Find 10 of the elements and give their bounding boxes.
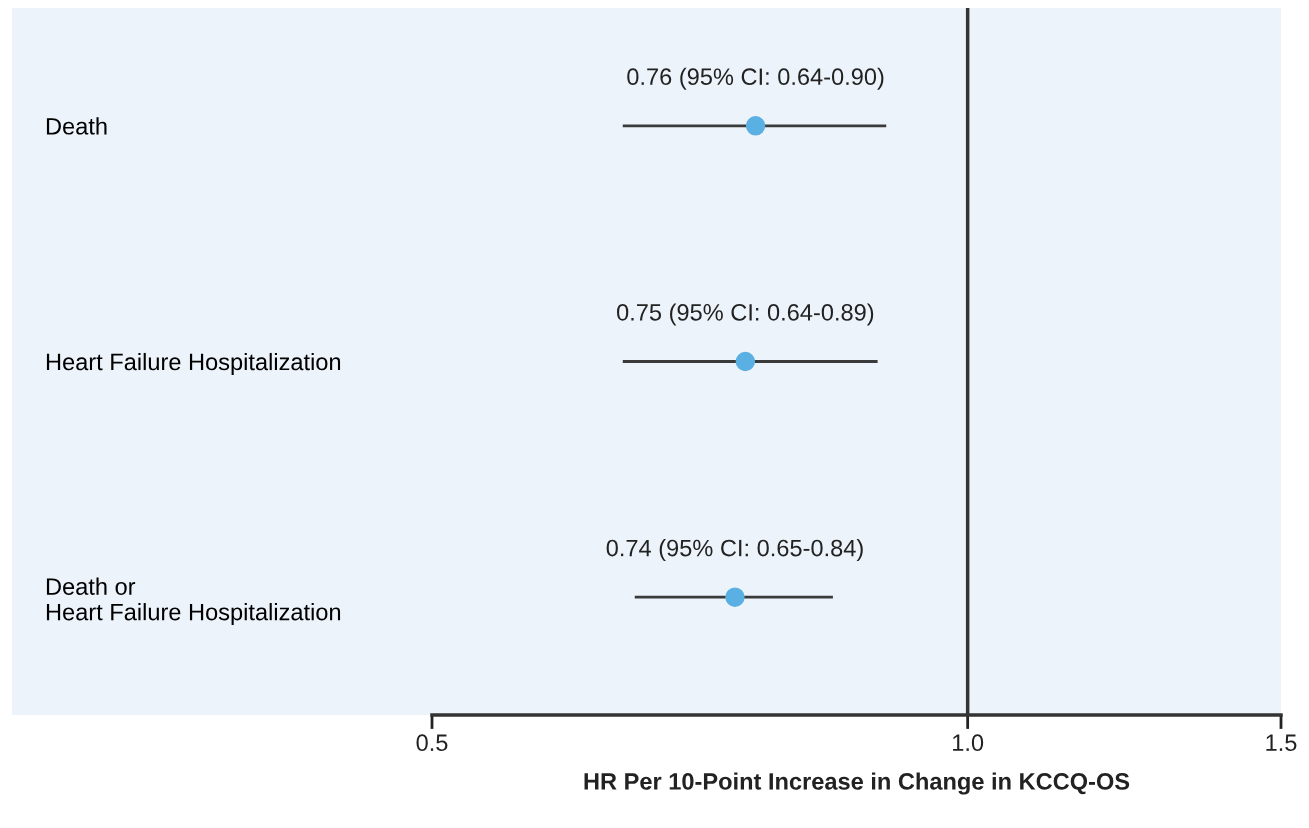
data-label: 0.75 (95% CI: 0.64-0.89) xyxy=(616,303,874,326)
x-tick-label: 1.0 xyxy=(953,734,984,752)
y-tick-label: Heart Failure Hospitalization xyxy=(46,352,341,375)
x-tick-label: 0.5 xyxy=(416,734,448,752)
y-tick-label: Death or Heart Failure Hospitalization xyxy=(46,577,341,626)
y-tick-label: Death xyxy=(46,117,107,135)
x-tick-label: 1.5 xyxy=(1266,734,1297,752)
x-axis-title: HR Per 10-Point Increase in Change in KCCQ-OS xyxy=(584,772,1130,795)
data-label: 0.74 (95% CI: 0.65-0.84) xyxy=(606,539,863,562)
data-label: 0.76 (95% CI: 0.64-0.90) xyxy=(627,67,884,90)
